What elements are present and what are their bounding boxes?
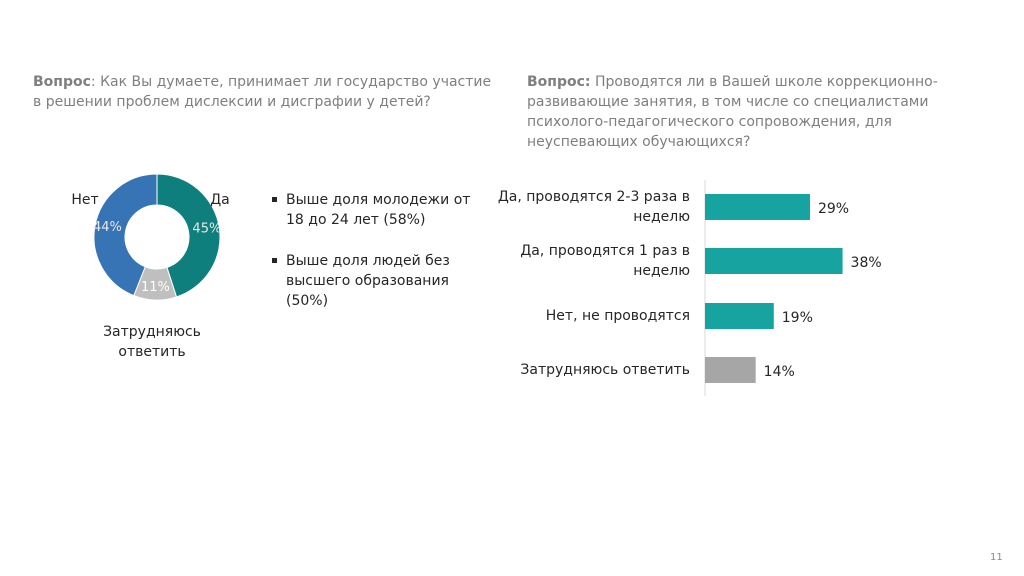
bar xyxy=(705,194,810,220)
question-text: : Как Вы думаете, принимает ли государст… xyxy=(33,74,492,110)
value-label: 45% xyxy=(192,222,221,237)
category-label: Нет xyxy=(71,192,99,208)
value-label: 19% xyxy=(782,310,813,326)
bullet-note: Выше доля людей без высшего образования … xyxy=(272,251,476,311)
question-prefix: Вопрос: xyxy=(527,74,591,90)
question-right: Вопрос: Проводятся ли в Вашей школе корр… xyxy=(527,72,1007,152)
category-label: Да, проводятся 1 раз в неделю xyxy=(520,243,690,279)
category-label: Затрудняюсь ответить xyxy=(103,324,201,360)
bar xyxy=(705,248,843,274)
bar xyxy=(705,303,774,329)
category-label: Да, проводятся 2-3 раза в неделю xyxy=(497,189,690,225)
bullet-note: Выше доля молодежи от 18 до 24 лет (58%) xyxy=(272,190,476,230)
value-label: 29% xyxy=(818,201,849,217)
category-label: Да xyxy=(210,192,230,208)
question-left: Вопрос: Как Вы думаете, принимает ли гос… xyxy=(33,72,493,112)
value-label: 11% xyxy=(141,280,170,295)
question-text: Проводятся ли в Вашей школе коррекционно… xyxy=(527,74,938,150)
value-label: 44% xyxy=(93,220,122,235)
value-label: 14% xyxy=(764,364,795,380)
category-label: Нет, не проводятся xyxy=(545,308,690,324)
bar xyxy=(705,357,756,383)
question-prefix: Вопрос xyxy=(33,74,91,90)
value-label: 38% xyxy=(851,255,882,271)
category-label: Затрудняюсь ответить xyxy=(520,362,690,378)
donut-slice xyxy=(93,173,158,297)
donut-slice xyxy=(156,173,221,298)
page-number: 11 xyxy=(990,552,1003,563)
